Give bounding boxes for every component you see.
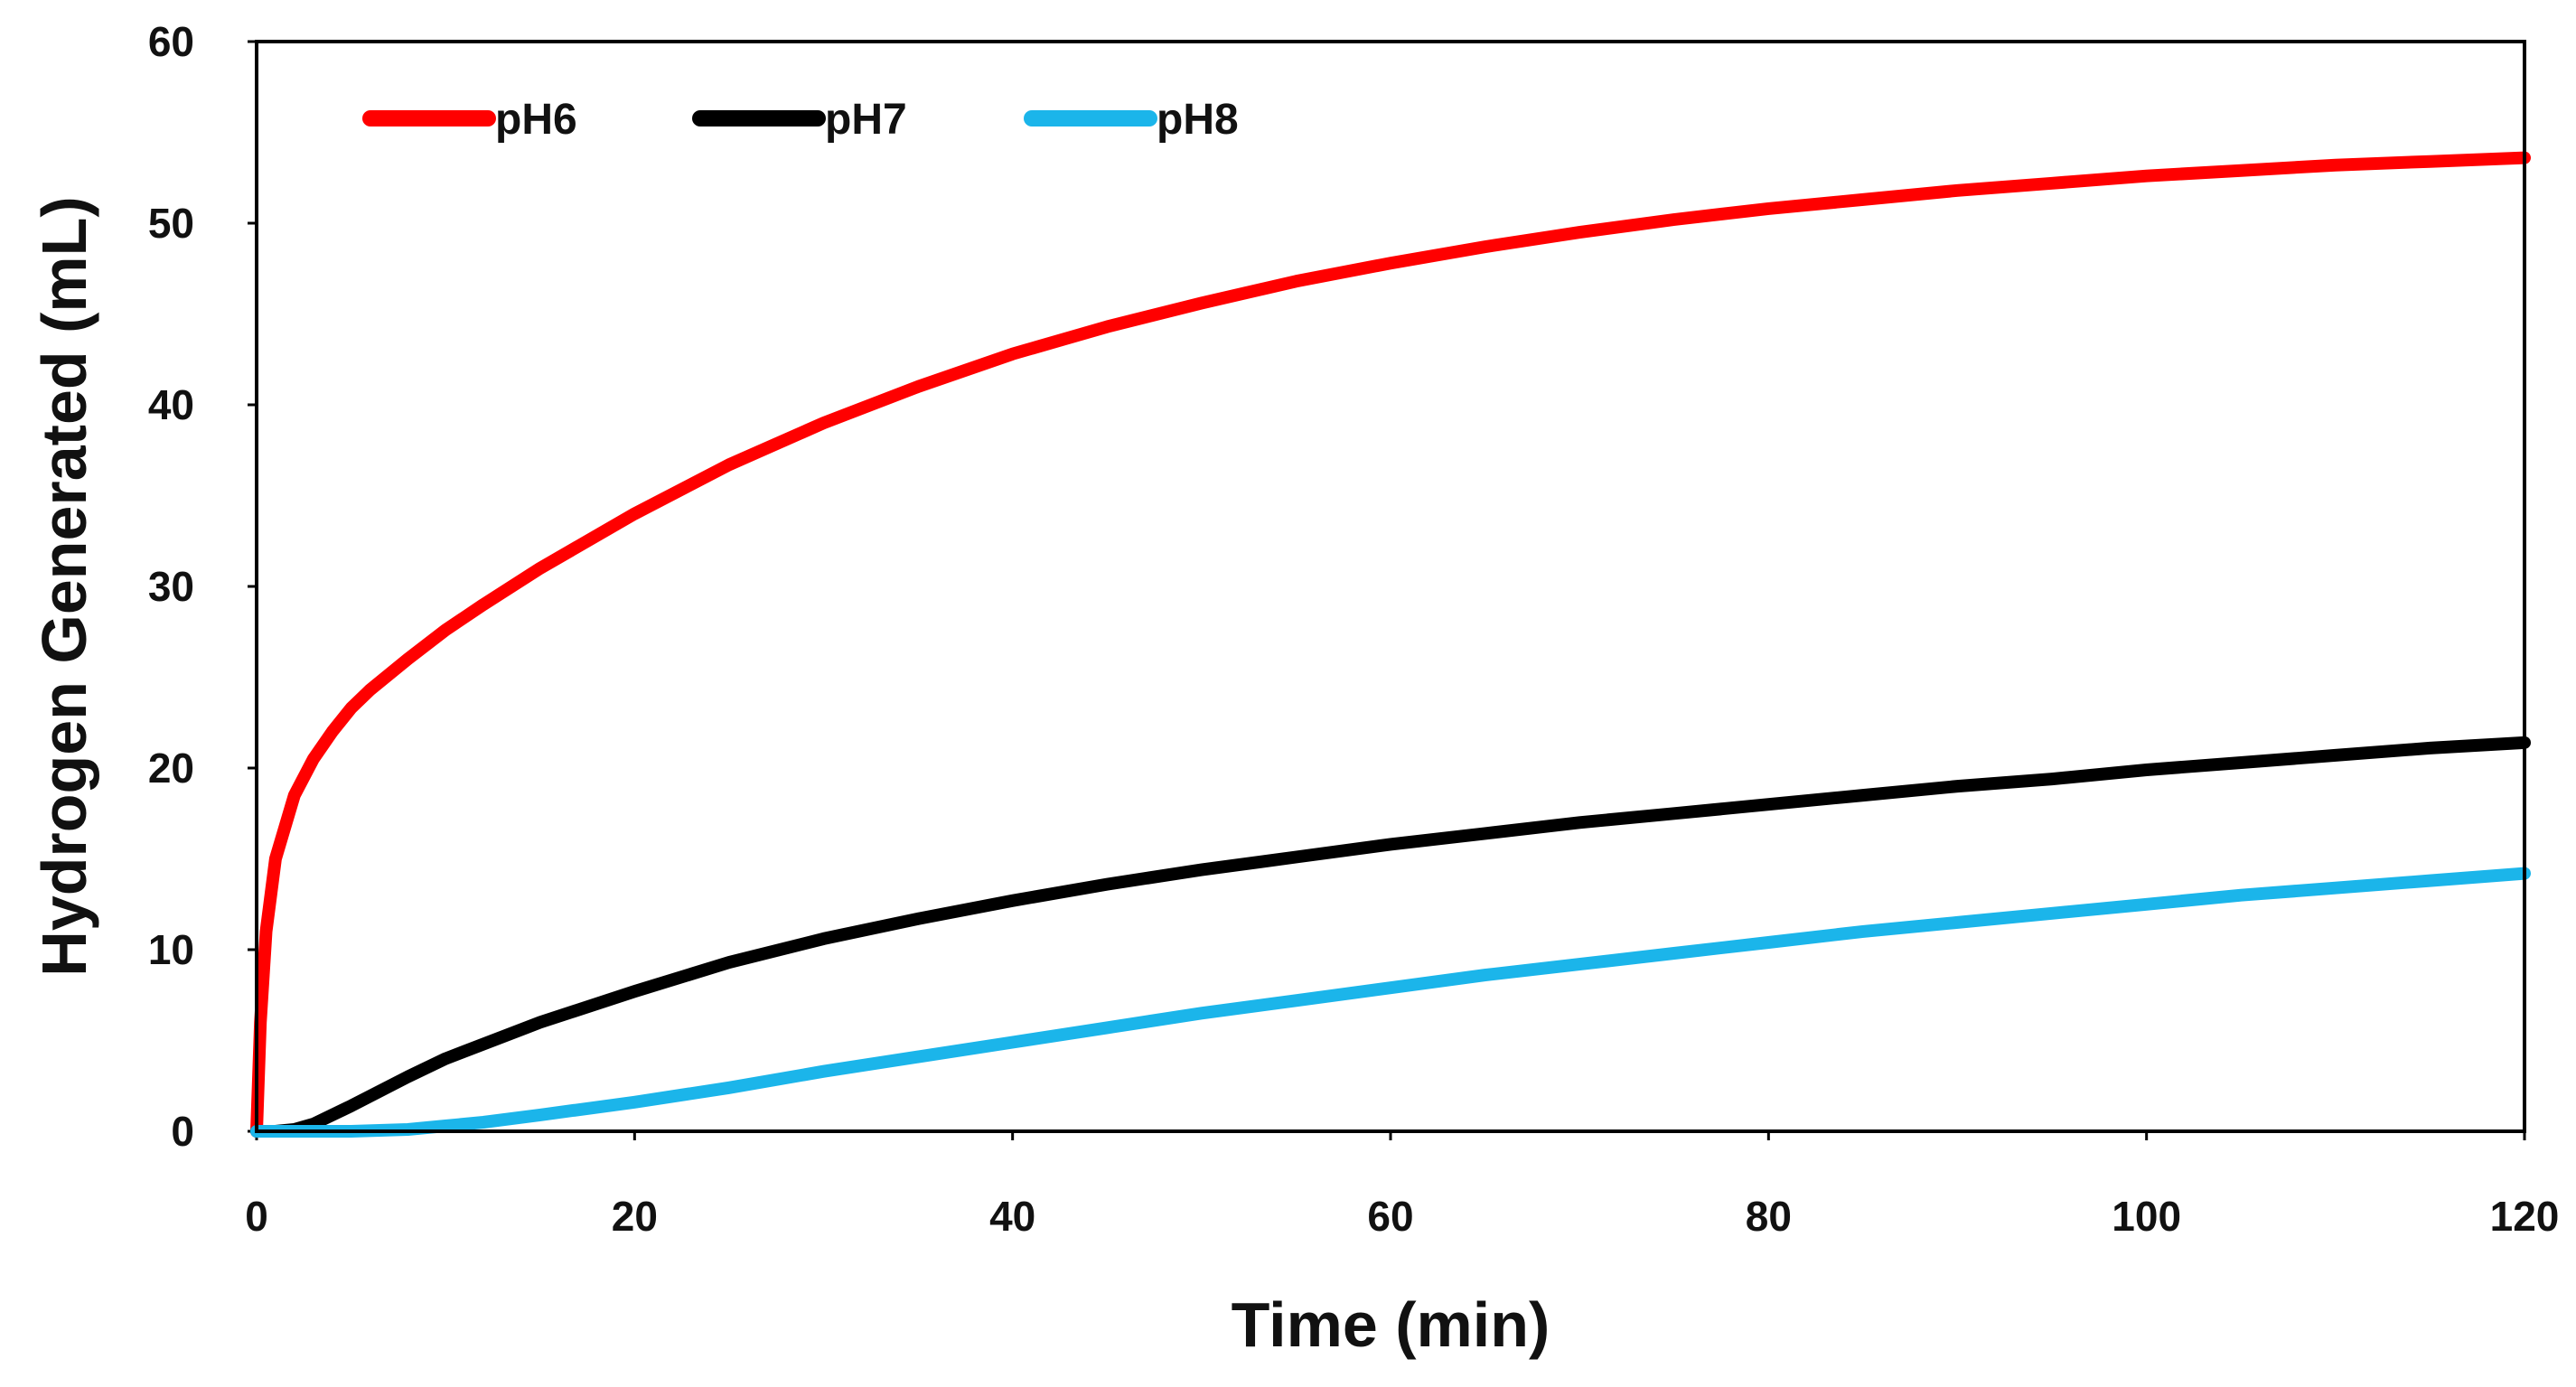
y-axis-ticks: 0 10 20 30 40 50 60 — [148, 18, 257, 1155]
x-tick-label: 20 — [612, 1193, 658, 1240]
series-line-ph8 — [250, 867, 2531, 1138]
series-line-ph7 — [250, 736, 2531, 1138]
x-tick-label: 120 — [2490, 1193, 2560, 1240]
legend-label-ph7: pH7 — [825, 96, 907, 144]
x-tick-label: 100 — [2112, 1193, 2181, 1240]
y-tick-label: 0 — [171, 1108, 194, 1155]
legend-label-ph6: pH6 — [495, 96, 577, 144]
legend: pH6 pH7 pH8 — [362, 96, 1239, 144]
y-tick-label: 30 — [148, 563, 194, 610]
plot-area-border — [255, 40, 2526, 1133]
legend-label-ph8: pH8 — [1157, 96, 1239, 144]
x-tick-label: 40 — [989, 1193, 1035, 1240]
x-axis-ticks: 0 20 40 60 80 100 120 — [245, 1131, 2559, 1240]
series-layer — [250, 151, 2531, 1138]
y-tick-label: 60 — [148, 18, 194, 65]
y-tick-label: 40 — [148, 381, 194, 428]
y-tick-label: 50 — [148, 200, 194, 247]
x-tick-label: 60 — [1367, 1193, 1413, 1240]
y-axis-title: Hydrogen Generated (mL) — [29, 196, 99, 976]
x-tick-label: 80 — [1746, 1193, 1792, 1240]
series-line-ph6 — [250, 151, 2531, 1138]
x-tick-label: 0 — [245, 1193, 268, 1240]
x-axis-title: Time (min) — [1232, 1289, 1550, 1360]
y-tick-label: 10 — [148, 926, 194, 973]
y-tick-label: 20 — [148, 745, 194, 792]
